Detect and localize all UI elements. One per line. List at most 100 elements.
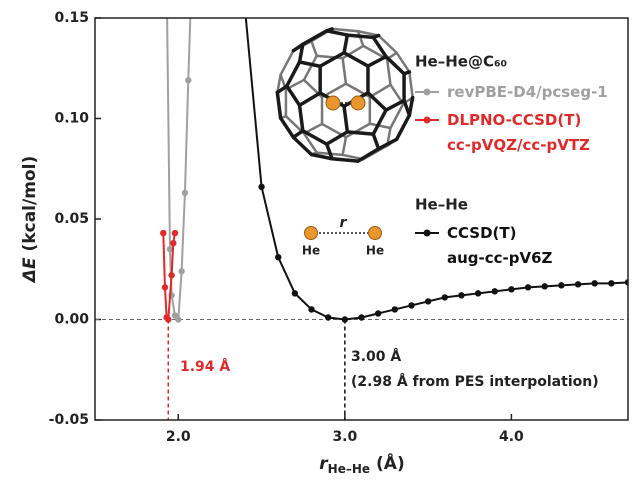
c60-bond (345, 33, 376, 40)
annotation: 1.94 Å (180, 358, 230, 375)
x-tick-label: 2.0 (166, 429, 191, 445)
x-label-subscript: He–He (328, 462, 370, 476)
c60-bond (385, 57, 392, 86)
c60-bond (330, 156, 360, 163)
x-axis-label: rHe–He (Å) (319, 451, 404, 476)
c60-bond (297, 60, 322, 68)
c60-bond (371, 35, 388, 59)
legend-title: He–He@C₆₀ (415, 53, 507, 71)
c60-bond (309, 152, 334, 161)
annotation: 3.00 Å (351, 348, 401, 365)
data-point (181, 189, 189, 197)
c60-bond (324, 29, 350, 37)
data-point (258, 183, 265, 191)
plot-frame (94, 17, 629, 421)
data-point (175, 316, 182, 323)
c60-bond (368, 122, 392, 130)
x-label-unit: (Å) (376, 451, 405, 474)
data-point (168, 272, 175, 279)
c60-bond (275, 90, 283, 120)
data-point (458, 292, 465, 299)
data-point (291, 290, 299, 297)
y-tick-label: -0.05 (49, 412, 89, 428)
c60-bond (302, 132, 318, 154)
c60-bond (341, 44, 365, 60)
c60-bond (301, 29, 329, 47)
legend-title: He–He (415, 196, 468, 214)
c60-bond (342, 104, 350, 134)
inset-label: r (340, 215, 348, 231)
c60-bond (310, 39, 318, 58)
c60-bond (356, 147, 381, 163)
data-point (558, 282, 565, 289)
c60-bond (330, 27, 360, 33)
c60-bond (402, 98, 412, 117)
c60-bond (384, 54, 406, 76)
c60-bond (376, 137, 399, 151)
data-point (441, 294, 448, 301)
data-point (524, 284, 532, 291)
he-atom (350, 95, 366, 111)
data-point (242, 5, 248, 11)
y-tick-label: 0.15 (54, 10, 89, 26)
c60-bond (324, 142, 334, 161)
c60-bond (341, 135, 348, 157)
data-point (170, 239, 177, 247)
data-point (308, 306, 315, 313)
data-point (408, 302, 415, 309)
c60-bond (279, 49, 295, 77)
c60-bond (394, 113, 412, 142)
y-label-symbol: ΔE (20, 257, 40, 284)
y-tick-label: 0.10 (54, 111, 89, 127)
c60-bond (366, 91, 388, 112)
plot-area (160, 5, 628, 323)
data-point (341, 316, 349, 323)
inset-label: He (366, 244, 384, 258)
data-point (160, 229, 167, 237)
y-label-unit: (kcal/mol) (20, 156, 40, 252)
c60-bond (342, 33, 350, 55)
data-point (508, 286, 515, 293)
c60-bond (324, 130, 350, 146)
x-tick-label: 4.0 (499, 429, 524, 445)
data-point (161, 284, 169, 291)
c60-bond (356, 30, 365, 48)
c60-bond (377, 34, 398, 55)
c60-bond (371, 108, 388, 136)
c60-bond (371, 132, 381, 151)
data-point (574, 281, 582, 288)
c60-bond (302, 54, 318, 82)
c60-bond (345, 130, 376, 136)
c60-bond (275, 84, 289, 95)
c60-bond (389, 102, 405, 130)
data-point (424, 298, 432, 305)
c60-bond (278, 116, 296, 139)
data-point (178, 268, 185, 275)
data-point (185, 77, 192, 84)
legend-label: DLPNO-CCSD(T) cc-pVQZ/cc-pVTZ (447, 111, 590, 154)
annotation: (2.98 Å from PES interpolation) (351, 373, 599, 390)
c60-bond (297, 91, 322, 108)
c60-bond (297, 42, 305, 64)
c60-bond (291, 129, 305, 139)
data-point (391, 306, 399, 313)
c60-bond (285, 84, 302, 108)
c60-bond (344, 122, 372, 139)
data-point (171, 229, 179, 237)
x-tick-label: 3.0 (332, 429, 357, 445)
data-point (474, 290, 482, 297)
data-point (374, 310, 382, 317)
data-point (165, 316, 172, 323)
legend-marker (423, 116, 431, 124)
data-point (608, 280, 615, 287)
c60-bond (276, 73, 282, 94)
c60-bond (342, 51, 370, 68)
legend-marker (423, 88, 431, 96)
c60-bond (384, 98, 406, 112)
data-point (591, 280, 598, 287)
c60-bond (368, 83, 392, 99)
inset-atom (368, 226, 382, 240)
legend-marker (423, 229, 431, 237)
data-point (624, 279, 628, 286)
